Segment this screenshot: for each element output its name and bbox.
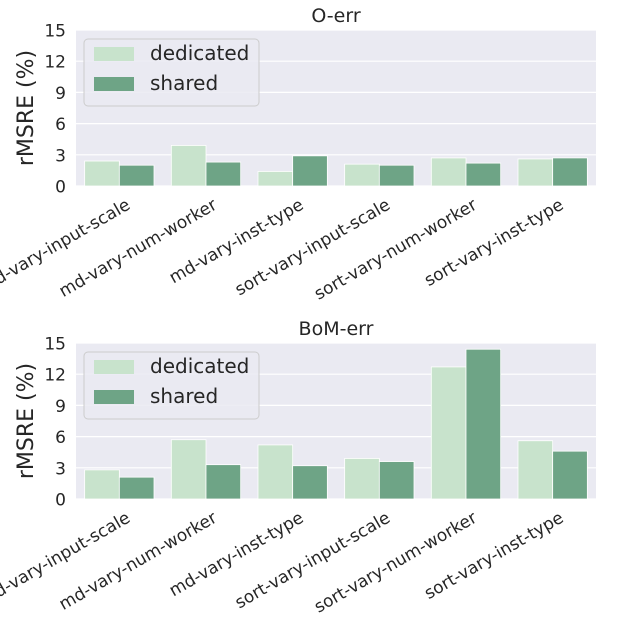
x-tick-label: md-vary-num-worker bbox=[56, 195, 221, 302]
chart-title: O-err bbox=[311, 5, 361, 27]
bar-shared bbox=[465, 348, 502, 500]
y-tick-label: 12 bbox=[44, 366, 66, 386]
legend-swatch bbox=[94, 390, 134, 404]
bar-dedicated bbox=[344, 458, 380, 500]
y-tick-label: 15 bbox=[44, 335, 66, 355]
y-tick-label: 3 bbox=[55, 459, 66, 479]
x-tick-label: sort-vary-num-worker bbox=[311, 195, 481, 304]
x-tick-label: md-vary-num-worker bbox=[56, 508, 221, 615]
y-tick-label: 0 bbox=[55, 178, 66, 198]
x-tick-label: sort-vary-input-scale bbox=[232, 195, 394, 300]
y-tick-label: 12 bbox=[44, 53, 66, 73]
y-tick-label: 15 bbox=[44, 22, 66, 42]
legend-swatch bbox=[94, 360, 134, 374]
legend-label: dedicated bbox=[150, 354, 249, 378]
x-tick-label: sort-vary-input-scale bbox=[232, 508, 394, 613]
bar-shared bbox=[292, 155, 328, 187]
bar-dedicated bbox=[170, 439, 207, 500]
legend-label: dedicated bbox=[150, 41, 249, 65]
bar-shared bbox=[552, 157, 588, 187]
legend-swatch bbox=[94, 47, 134, 61]
bar-dedicated bbox=[517, 158, 554, 187]
legend-label: shared bbox=[150, 71, 218, 95]
chart-o-err: 03691215md-vary-input-scalemd-vary-num-w… bbox=[0, 5, 596, 304]
bar-dedicated bbox=[430, 157, 467, 187]
y-tick-label: 9 bbox=[55, 397, 66, 417]
chart-bom-err: 03691215md-vary-input-scalemd-vary-num-w… bbox=[0, 318, 596, 617]
legend: dedicated shared bbox=[83, 351, 260, 420]
legend: dedicated shared bbox=[83, 38, 260, 107]
chart-title: BoM-err bbox=[299, 318, 374, 340]
bar-shared bbox=[292, 465, 328, 500]
bar-dedicated bbox=[170, 145, 207, 187]
bar-shared bbox=[118, 164, 155, 187]
y-tick-label: 9 bbox=[55, 84, 66, 104]
bar-dedicated bbox=[344, 163, 380, 187]
bar-shared bbox=[378, 461, 415, 500]
y-tick-label: 6 bbox=[55, 428, 66, 448]
bar-shared bbox=[205, 464, 242, 500]
y-axis-label: rMSRE (%) bbox=[14, 50, 39, 166]
bar-dedicated bbox=[84, 469, 120, 500]
bar-shared bbox=[118, 476, 155, 500]
bar-shared bbox=[552, 450, 588, 500]
bar-dedicated bbox=[430, 366, 467, 500]
bar-dedicated bbox=[257, 171, 294, 187]
y-tick-label: 0 bbox=[55, 491, 66, 511]
bar-dedicated bbox=[84, 160, 120, 187]
legend-swatch bbox=[94, 77, 134, 91]
bar-shared bbox=[205, 161, 242, 187]
x-tick-label: sort-vary-inst-type bbox=[421, 195, 567, 291]
bar-dedicated bbox=[257, 444, 294, 500]
y-tick-label: 3 bbox=[55, 146, 66, 166]
x-tick-label: sort-vary-num-worker bbox=[311, 508, 481, 617]
y-axis-label: rMSRE (%) bbox=[14, 363, 39, 479]
bar-dedicated bbox=[517, 440, 554, 500]
bar-shared bbox=[465, 162, 502, 187]
x-tick-label: sort-vary-inst-type bbox=[421, 508, 567, 604]
bar-shared bbox=[378, 164, 415, 187]
y-tick-label: 6 bbox=[55, 115, 66, 135]
legend-label: shared bbox=[150, 384, 218, 408]
